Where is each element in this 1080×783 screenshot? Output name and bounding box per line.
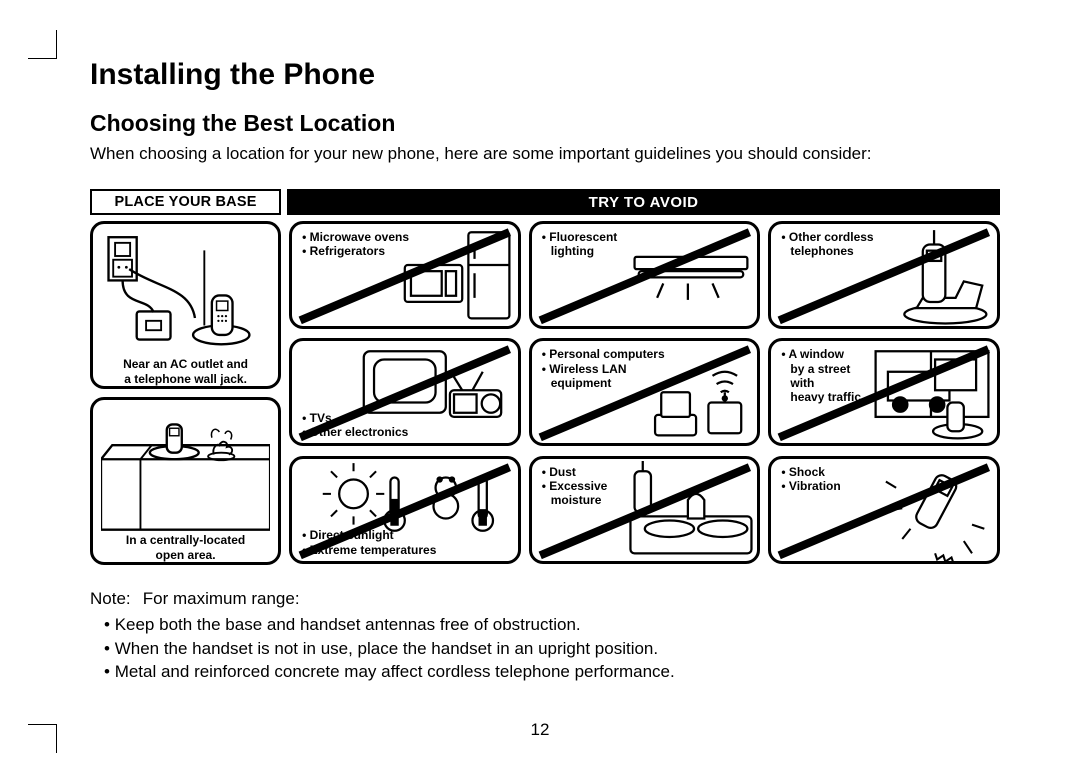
avoid-panel-cordless: Other cordlesstelephones <box>768 221 1000 329</box>
section-heading: Choosing the Best Location <box>90 110 1000 137</box>
avoid-panel-temperature: Direct sunlight Extreme temperatures <box>289 456 521 564</box>
caption-line: Near an AC outlet and <box>123 357 248 371</box>
avoid-item: Refrigerators <box>302 244 409 258</box>
note-item: Keep both the base and handset antennas … <box>104 613 1000 637</box>
avoid-panel-computers: Personal computers Wireless LANequipment <box>529 338 761 446</box>
avoid-grid: Microwave ovens Refrigerators Fluorescen… <box>289 221 1000 565</box>
avoid-panel-shock: Shock Vibration <box>768 456 1000 564</box>
base-panel-outlet: Near an AC outlet and a telephone wall j… <box>90 221 281 389</box>
avoid-item: Personal computers <box>542 347 665 361</box>
avoid-item: Microwave ovens <box>302 230 409 244</box>
header-place-base: PLACE YOUR BASE <box>90 189 281 215</box>
page-number: 12 <box>0 720 1080 740</box>
note-item: Metal and reinforced concrete may affect… <box>104 660 1000 684</box>
note-label: Note: <box>90 587 138 611</box>
avoid-item: TVs <box>302 411 408 425</box>
avoid-list: Direct sunlight Extreme temperatures <box>302 528 436 556</box>
caption-line: In a centrally-located <box>126 533 245 547</box>
avoid-list: Microwave ovens Refrigerators <box>302 230 409 258</box>
caption-line: a telephone wall jack. <box>124 372 247 386</box>
crop-mark-top-left <box>28 30 57 59</box>
base-panel-open-area: In a centrally-located open area. <box>90 397 281 565</box>
page-title: Installing the Phone <box>90 58 1000 92</box>
avoid-list: Dust Excessivemoisture <box>542 465 608 507</box>
avoid-item: Extreme temperatures <box>302 543 436 557</box>
base-panel-caption: In a centrally-located open area. <box>101 533 270 561</box>
intro-text: When choosing a location for your new ph… <box>90 143 1000 165</box>
avoid-panel-electronics: TVs Other electronics <box>289 338 521 446</box>
avoid-list: Shock Vibration <box>781 465 840 493</box>
avoid-item: Vibration <box>781 479 840 493</box>
avoid-list: Fluorescentlighting <box>542 230 618 258</box>
avoid-item: Dust <box>542 465 608 479</box>
avoid-list: TVs Other electronics <box>302 411 408 439</box>
note-list: Keep both the base and handset antennas … <box>90 613 1000 684</box>
avoid-item: Wireless LANequipment <box>542 362 665 390</box>
note-heading: For maximum range: <box>143 589 300 608</box>
avoid-item: Fluorescentlighting <box>542 230 618 258</box>
avoid-panel-traffic: A windowby a streetwithheavy traffic <box>768 338 1000 446</box>
panel-grid: Near an AC outlet and a telephone wall j… <box>90 221 1000 565</box>
avoid-list: A windowby a streetwithheavy traffic <box>781 347 861 404</box>
avoid-item: Other cordlesstelephones <box>781 230 873 258</box>
base-column: Near an AC outlet and a telephone wall j… <box>90 221 281 565</box>
avoid-panel-appliances: Microwave ovens Refrigerators <box>289 221 521 329</box>
avoid-item: Excessivemoisture <box>542 479 608 507</box>
avoid-item: Shock <box>781 465 840 479</box>
note-item: When the handset is not in use, place th… <box>104 637 1000 661</box>
avoid-item: Direct sunlight <box>302 528 436 542</box>
avoid-panel-moisture: Dust Excessivemoisture <box>529 456 761 564</box>
avoid-list: Personal computers Wireless LANequipment <box>542 347 665 389</box>
avoid-panel-fluorescent: Fluorescentlighting <box>529 221 761 329</box>
illustration-table-phone <box>101 406 270 531</box>
avoid-item: Other electronics <box>302 425 408 439</box>
panel-header-row: PLACE YOUR BASE TRY TO AVOID <box>90 189 1000 215</box>
manual-page: Installing the Phone Choosing the Best L… <box>90 58 1000 684</box>
base-panel-caption: Near an AC outlet and a telephone wall j… <box>101 357 270 385</box>
notes-section: Note: For maximum range: Keep both the b… <box>90 587 1000 684</box>
caption-line: open area. <box>156 548 216 562</box>
header-try-avoid: TRY TO AVOID <box>287 189 1000 215</box>
avoid-item: A windowby a streetwithheavy traffic <box>781 347 861 404</box>
illustration-outlet-phone <box>101 230 270 355</box>
avoid-list: Other cordlesstelephones <box>781 230 873 258</box>
